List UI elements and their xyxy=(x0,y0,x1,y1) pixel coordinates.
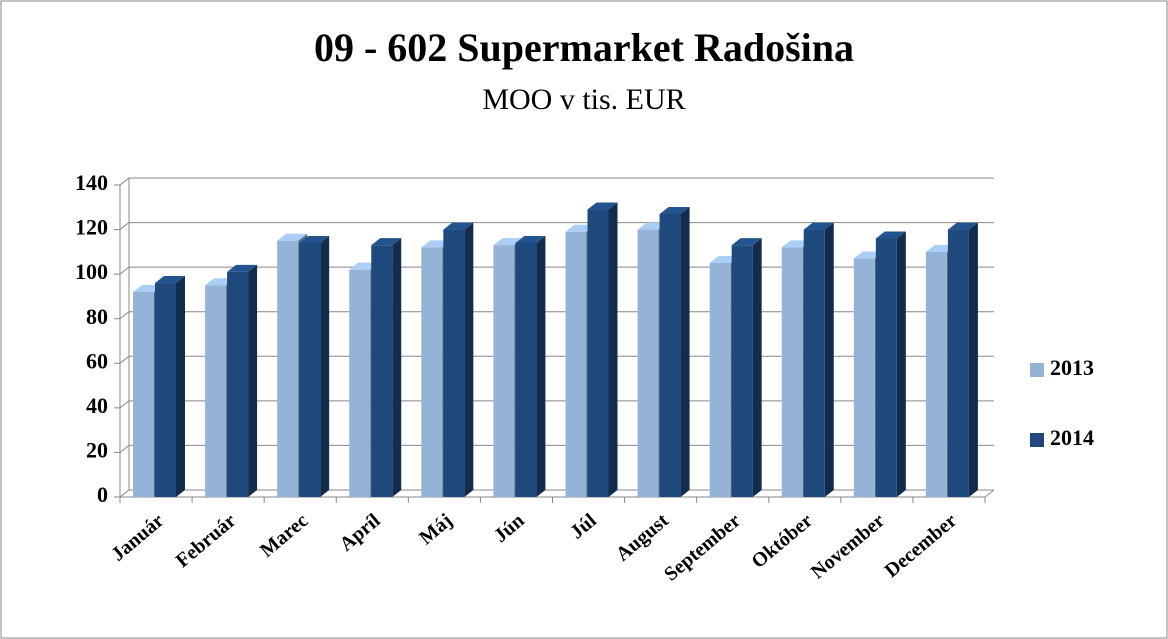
bar-3d xyxy=(155,276,185,497)
legend-swatch xyxy=(1030,433,1044,447)
y-tick-label: 80 xyxy=(86,304,108,329)
bar-3d xyxy=(731,238,762,497)
bar-top xyxy=(155,276,185,284)
bar xyxy=(277,240,299,497)
grid-line-side xyxy=(119,489,130,498)
bar xyxy=(781,247,803,497)
bar-top xyxy=(803,222,834,230)
bar xyxy=(565,231,587,498)
bar-top xyxy=(659,206,690,214)
bar-top xyxy=(587,202,618,210)
legend-label: 2013 xyxy=(1050,355,1094,380)
bar xyxy=(803,229,825,498)
bar-side xyxy=(752,238,762,497)
bar-side xyxy=(248,264,258,497)
bar xyxy=(349,269,371,497)
chart-title: 09 - 602 Supermarket Radošina xyxy=(314,25,854,70)
bar xyxy=(227,271,249,497)
bar-3d xyxy=(659,206,690,497)
bar-3d xyxy=(587,202,618,497)
bar-side xyxy=(896,231,906,497)
bar-top xyxy=(371,238,402,246)
bar xyxy=(925,251,947,497)
grid-line-side xyxy=(119,311,130,320)
bar xyxy=(371,245,393,497)
bar xyxy=(637,229,659,498)
y-tick-label: 20 xyxy=(86,437,108,462)
grid-line-side xyxy=(119,266,130,275)
y-tick-label: 40 xyxy=(86,393,108,418)
bar-3d xyxy=(443,222,474,498)
bar-side xyxy=(320,235,330,497)
bar-3d xyxy=(227,264,258,497)
bar-side xyxy=(392,238,402,497)
floor-right xyxy=(984,489,995,498)
bar xyxy=(587,209,609,497)
bar xyxy=(133,291,154,497)
bar xyxy=(515,242,537,497)
y-tick-label: 0 xyxy=(97,482,108,507)
bar-side xyxy=(536,235,546,497)
bar-side xyxy=(824,222,834,498)
bar-3d xyxy=(803,222,834,498)
grid-line-side xyxy=(119,177,130,186)
bar-3d xyxy=(515,235,546,497)
bar xyxy=(205,285,227,497)
chart-subtitle: MOO v tis. EUR xyxy=(482,83,685,116)
bar-top xyxy=(277,233,308,241)
grid-line-side xyxy=(119,400,130,409)
bar xyxy=(709,263,731,497)
bar-side xyxy=(464,222,474,498)
bar-side xyxy=(176,276,185,497)
bar-top xyxy=(875,231,906,239)
bar-top xyxy=(947,222,978,230)
bar xyxy=(731,245,753,497)
bar xyxy=(155,283,176,497)
y-tick-label: 120 xyxy=(75,215,108,240)
bar-side xyxy=(968,222,978,498)
bar xyxy=(947,229,969,498)
bar xyxy=(443,229,465,498)
y-tick-label: 140 xyxy=(75,170,108,195)
bar-3d xyxy=(947,222,978,498)
bar xyxy=(659,213,681,497)
legend-label: 2014 xyxy=(1050,425,1094,450)
bar-side xyxy=(680,206,690,497)
bar xyxy=(299,242,321,497)
y-tick-label: 60 xyxy=(86,348,108,373)
legend-swatch xyxy=(1030,363,1044,377)
bar xyxy=(875,238,897,497)
bar-3d xyxy=(371,238,402,497)
bar-top xyxy=(227,264,258,272)
bar-3d xyxy=(299,235,330,497)
y-tick-label: 100 xyxy=(75,259,108,284)
grid-line-side xyxy=(119,445,130,453)
grid-line-side xyxy=(119,222,130,230)
bar-side xyxy=(608,202,618,497)
bar-top xyxy=(299,235,330,243)
grid-line-side xyxy=(119,355,130,364)
bar-top xyxy=(515,235,546,243)
bar xyxy=(853,258,875,497)
bar-top xyxy=(731,238,762,246)
bar-top xyxy=(443,222,474,230)
bar-3d xyxy=(875,231,906,497)
bar xyxy=(493,245,515,497)
bar xyxy=(421,247,443,497)
